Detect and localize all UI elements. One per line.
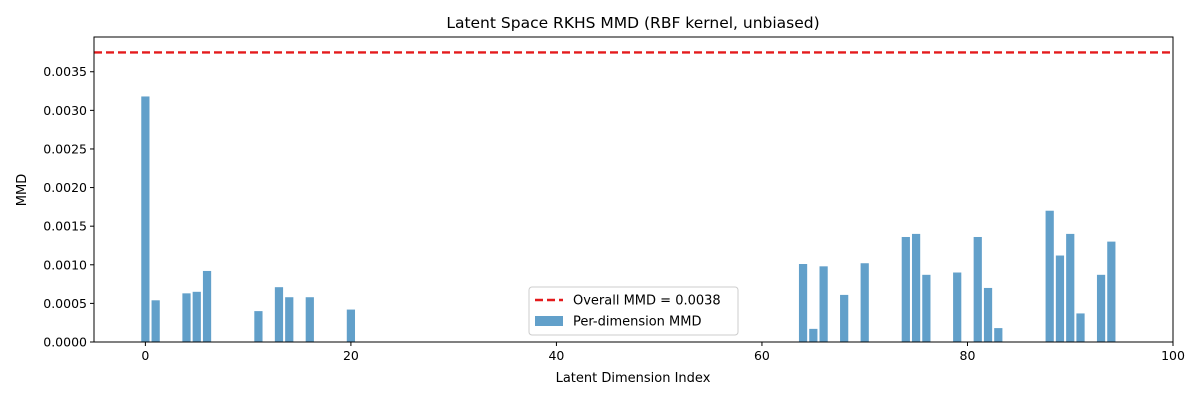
x-axis: 0 20 40 60 80 100 — [141, 342, 1185, 363]
legend-label-overall: Overall MMD = 0.0038 — [573, 294, 721, 309]
bar-dim-0 — [141, 96, 150, 343]
y-tick-label: 0.0015 — [43, 219, 87, 234]
y-tick-label: 0.0000 — [43, 335, 87, 350]
x-tick-label: 60 — [754, 348, 770, 363]
bar-dim-83 — [994, 328, 1003, 342]
bar-dim-81 — [973, 236, 982, 342]
bar-dim-91 — [1076, 313, 1085, 342]
bar-dim-20 — [346, 309, 356, 342]
bar-dim-68 — [840, 294, 849, 342]
x-tick-label: 0 — [141, 348, 149, 363]
y-tick-label: 0.0020 — [43, 180, 87, 195]
bar-dim-74 — [901, 236, 910, 342]
x-tick-label: 40 — [548, 348, 564, 363]
legend-bar-swatch — [535, 316, 563, 326]
bar-dim-16 — [305, 297, 314, 342]
bar-dim-5 — [192, 291, 201, 342]
bar-dim-4 — [182, 293, 191, 342]
y-tick-label: 0.0010 — [43, 257, 87, 272]
bar-dim-88 — [1045, 210, 1054, 342]
bar-dim-70 — [860, 263, 869, 342]
bar-dim-6 — [202, 270, 212, 342]
y-tick-label: 0.0035 — [43, 64, 87, 79]
y-axis: 0.0000 0.0005 0.0010 0.0015 0.0020 0.0025 0.00… — [43, 64, 94, 350]
bar-dim-65 — [809, 328, 818, 342]
legend-label-per-dimension: Per-dimension MMD — [573, 315, 702, 330]
x-axis-label: Latent Dimension Index — [556, 371, 711, 386]
bar-dim-76 — [922, 274, 931, 342]
bar-dim-14 — [285, 297, 294, 342]
bar-dim-94 — [1107, 241, 1116, 342]
bars-layer — [141, 96, 1116, 343]
y-tick-label: 0.0025 — [43, 141, 87, 156]
x-tick-label: 20 — [343, 348, 359, 363]
chart-title: Latent Space RKHS MMD (RBF kernel, unbia… — [446, 14, 819, 32]
bar-dim-11 — [254, 311, 263, 342]
bar-dim-66 — [819, 266, 828, 342]
legend-box — [528, 286, 739, 336]
bar-dim-90 — [1066, 233, 1075, 342]
x-tick-label: 80 — [960, 348, 976, 363]
bar-dim-75 — [911, 233, 921, 342]
bar-dim-64 — [798, 264, 808, 342]
bar-dim-93 — [1096, 274, 1106, 342]
bar-dim-79 — [953, 272, 962, 342]
bar-dim-1 — [151, 300, 160, 342]
y-axis-label: MMD — [15, 174, 30, 206]
x-tick-label: 100 — [1161, 348, 1185, 363]
legend: Overall MMD = 0.0038 Per-dimension MMD — [528, 286, 739, 336]
bar-dim-82 — [983, 287, 993, 342]
bar-dim-13 — [274, 287, 284, 342]
y-tick-label: 0.0005 — [43, 296, 87, 311]
plot-frame — [93, 36, 1174, 343]
y-tick-label: 0.0030 — [43, 103, 87, 118]
bar-dim-89 — [1055, 255, 1065, 342]
